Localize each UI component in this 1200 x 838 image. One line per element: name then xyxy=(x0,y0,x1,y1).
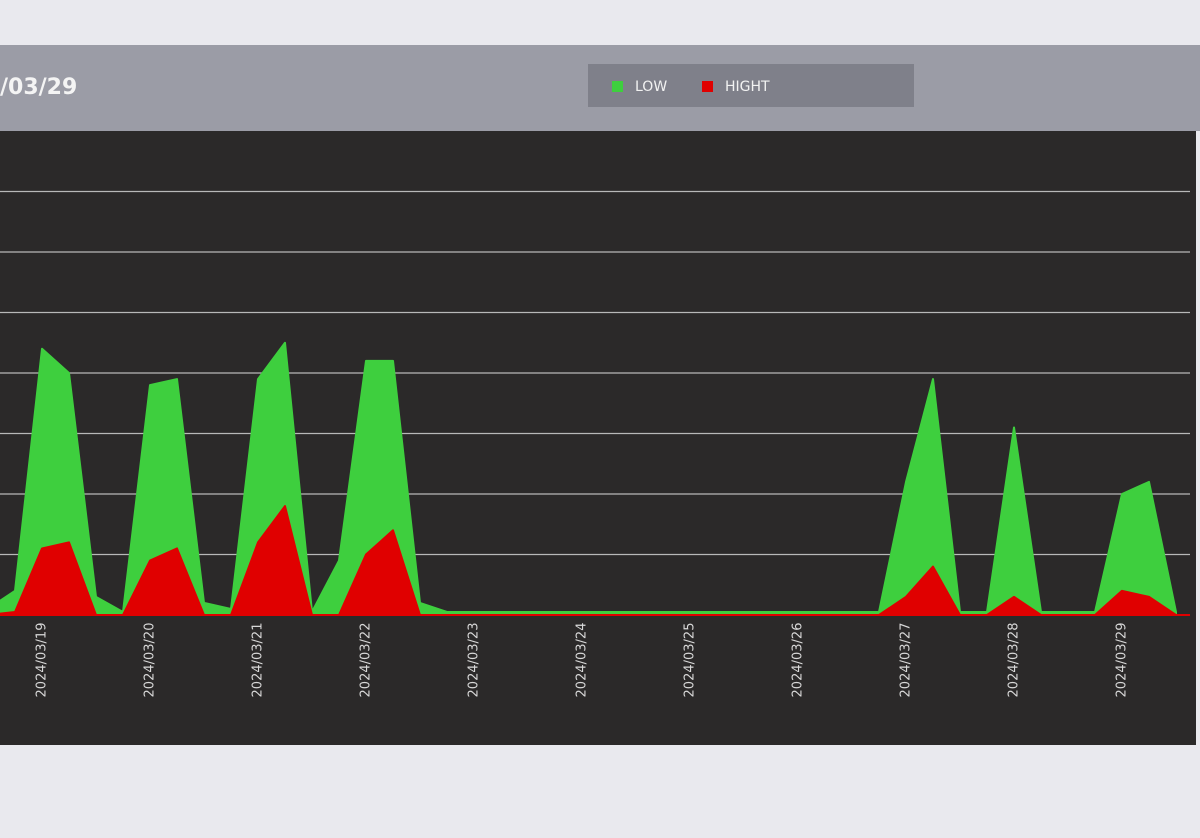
legend-swatch xyxy=(702,81,713,92)
legend-label: LOW xyxy=(635,79,667,95)
x-tick-label: 2024/03/19 xyxy=(35,623,50,698)
plot: 2024/03/19 2024/03/20 2024/03/21 2024/03/22… xyxy=(0,190,1190,698)
x-tick-label: 2024/03/28 xyxy=(1007,623,1022,698)
x-tick-label: 2024/03/20 xyxy=(143,623,158,698)
x-tick-label: 2024/03/25 xyxy=(683,623,698,698)
x-tick-label: 2024/03/22 xyxy=(359,623,374,698)
x-tick-label: 2024/03/24 xyxy=(575,623,590,698)
x-tick-label: 2024/03/26 xyxy=(791,623,806,698)
legend-items: LOW HIGHT xyxy=(612,79,770,95)
x-tick-label: 2024/03/29 xyxy=(1115,623,1130,698)
legend-label: HIGHT xyxy=(725,79,770,95)
chart-title: /03/29 xyxy=(0,75,77,100)
x-tick-label: 2024/03/23 xyxy=(467,623,482,698)
legend xyxy=(588,64,914,107)
legend-swatch xyxy=(612,81,623,92)
x-tick-label: 2024/03/21 xyxy=(251,623,266,698)
plot-area xyxy=(0,131,1196,745)
x-tick-label: 2024/03/27 xyxy=(899,623,914,698)
